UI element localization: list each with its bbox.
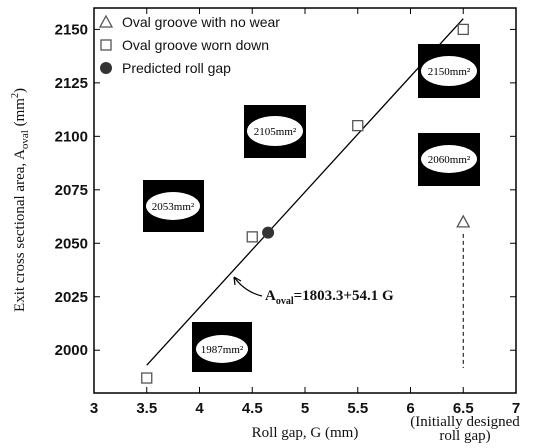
legend-marker	[101, 40, 111, 50]
x-tick-label: 7	[512, 400, 520, 417]
legend-marker	[100, 16, 112, 27]
chart: Roll gap, G (mm) Exit cross sectional ar…	[0, 0, 534, 448]
x-axis-label: Roll gap, G (mm)	[252, 425, 359, 441]
y-label-close: )	[12, 88, 28, 93]
inset-label: 2060mm²	[428, 154, 471, 166]
legend-marker	[100, 62, 112, 74]
inset-label: 2053mm²	[152, 201, 195, 213]
insets: 1987mm² 2053mm² 2105mm² 2150mm² 2060mm²	[143, 44, 480, 372]
circle-marker	[262, 227, 274, 239]
x-tick-label: 5.5	[347, 400, 368, 417]
y-tick-label: 2075	[55, 182, 88, 199]
x-tick-label: 5	[301, 400, 309, 417]
y-label-main: Exit cross sectional area, A	[12, 149, 28, 312]
x-tick-label: 4	[195, 400, 204, 417]
y-tick-label: 2150	[55, 21, 88, 38]
equation-main: A	[265, 288, 276, 304]
legend-label: Oval groove worn down	[122, 37, 269, 53]
inset-label: 1987mm²	[201, 344, 244, 356]
y-tick-label: 2100	[55, 128, 88, 145]
square-marker	[247, 232, 257, 242]
y-label-unit: (mm	[12, 98, 28, 130]
inset-label: 2150mm²	[428, 66, 471, 78]
equation-sub: oval	[276, 296, 294, 307]
x-tick-label: 3	[90, 400, 98, 417]
y-tick-label: 2000	[55, 342, 88, 359]
x-tick-label: 6	[406, 400, 414, 417]
legend-label: Oval groove with no wear	[122, 14, 280, 30]
y-tick-label: 2050	[55, 235, 88, 252]
note: roll gap)	[439, 428, 490, 444]
y-label-sub: oval	[19, 130, 31, 149]
y-axis-label: Exit cross sectional area, Aoval (mm2)	[10, 88, 31, 312]
legend-label: Predicted roll gap	[122, 60, 231, 76]
y-tick-label: 2125	[55, 75, 88, 92]
x-tick-label: 6.5	[453, 400, 474, 417]
triangle-marker	[457, 216, 469, 227]
y-tick-label: 2025	[55, 289, 88, 306]
equation-rest: =1803.3+54.1 G	[294, 288, 394, 304]
x-tick-label: 4.5	[242, 400, 263, 417]
inset-label: 2105mm²	[254, 126, 297, 138]
square-marker	[458, 24, 468, 34]
equation: Aoval=1803.3+54.1 G	[265, 288, 394, 307]
x-tick-label: 3.5	[136, 400, 157, 417]
square-marker	[142, 373, 152, 383]
square-marker	[353, 121, 363, 131]
